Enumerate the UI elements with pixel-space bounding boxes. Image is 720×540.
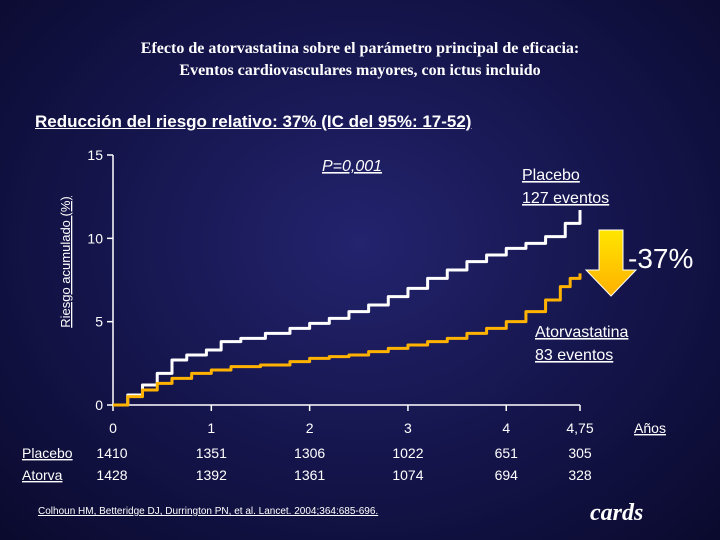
title-line-1: Efecto de atorvastatina sobre el parámet… [140,40,580,57]
risk-table-cell: 1361 [294,467,325,483]
x-tick-label: 1 [207,420,215,436]
citation: Colhoun HM, Betteridge DJ, Durrington PN… [38,506,379,517]
placebo-label-events: 127 eventos [522,190,609,207]
annotations: P=0,001 Placebo 127 eventos Atorvastatina 83… [322,158,693,364]
x-tick-label: 0 [109,420,117,436]
risk-table-cell: 305 [568,445,592,461]
risk-table-cell: 1306 [294,445,325,461]
title-line-2: Eventos cardiovasculares mayores, con ic… [179,62,541,79]
risk-table-row-label: Atorva [22,467,63,483]
risk-table-cell: 328 [568,467,592,483]
axes: 0 5 10 15 0 1 2 3 4 4,75 Años Riesgo acumulado (%) [58,147,666,436]
p-value-label: P=0,001 [322,158,382,175]
series-line-atorvastatina [113,273,582,407]
x-tick-label: 4,75 [566,420,593,436]
risk-table-cell: 1428 [96,467,127,483]
y-tick-label: 15 [87,147,103,163]
risk-table-cell: 1074 [392,467,423,483]
y-tick-label: 10 [87,230,103,246]
down-arrow-icon [584,229,638,297]
risk-table-cell: 1410 [96,445,127,461]
series-line-placebo [113,210,582,407]
atorva-label-events: 83 eventos [535,347,613,364]
x-tick-label: 4 [502,420,510,436]
relative-risk-subtitle: Reducción del riesgo relativo: 37% (IC d… [35,112,472,131]
risk-table-cell: 1022 [392,445,423,461]
risk-table: Placebo 1410 1351 1306 1022 651 305 Atorva 1428 1… [22,445,592,483]
risk-table-cell: 694 [495,467,519,483]
risk-table-cell: 651 [495,445,519,461]
y-tick-label: 5 [95,314,103,330]
x-tick-label: 2 [306,420,314,436]
x-tick-label: 3 [404,420,412,436]
risk-table-row-label: Placebo [22,445,73,461]
y-tick-label: 0 [95,397,103,413]
x-axis-unit: Años [634,420,666,436]
placebo-label-name: Placebo [522,167,580,184]
atorva-label-name: Atorvastatina [535,324,628,341]
y-axis-title: Riesgo acumulado (%) [58,196,73,328]
risk-table-cell: 1351 [196,445,227,461]
series-group [113,210,582,407]
cards-logo: cards [590,500,644,526]
slide-title: Efecto de atorvastatina sobre el parámet… [0,38,720,82]
reduction-label: -37% [628,243,693,274]
risk-table-cell: 1392 [196,467,227,483]
